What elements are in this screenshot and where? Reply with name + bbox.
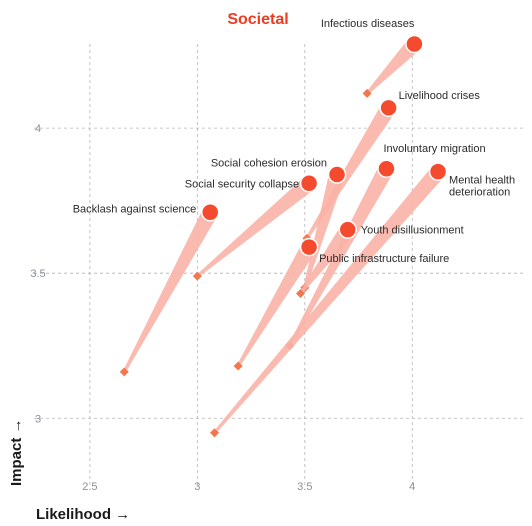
trail-3 <box>213 166 445 434</box>
x-tick-label: 3 <box>194 481 200 493</box>
y-tick-label: 3 <box>35 413 41 425</box>
start-marker-3 <box>210 428 220 438</box>
point-7 <box>338 220 358 239</box>
point-5 <box>299 174 319 193</box>
point-8 <box>299 237 319 257</box>
point-layer <box>200 34 448 257</box>
trail-6 <box>122 208 218 373</box>
point-0 <box>405 34 424 54</box>
trail-7 <box>299 224 355 295</box>
start-marker-0 <box>362 88 372 98</box>
y-tick-label: 4 <box>35 123 41 135</box>
tick-labels: 2.5 3 3.5 4 3 3.5 4 <box>30 123 415 493</box>
trail-5 <box>196 177 315 278</box>
trail-2 <box>288 164 394 347</box>
point-1 <box>379 98 398 118</box>
grid-lines <box>34 44 524 485</box>
point-label: Livelihood crises <box>399 90 481 102</box>
point-label: Public infrastructure failure <box>319 253 449 265</box>
trail-0 <box>366 38 421 95</box>
point-3 <box>428 162 448 181</box>
x-axis-title: Likelihood → <box>36 506 130 523</box>
point-label: Backlash against science <box>73 203 197 215</box>
start-marker-7 <box>295 289 305 299</box>
point-4 <box>327 165 347 184</box>
point-label: Youth disillusionment <box>361 225 464 237</box>
point-label: Mental health deterioration <box>449 175 515 199</box>
y-tick-label: 3.5 <box>30 268 45 280</box>
y-axis-title: Impact → <box>8 418 25 486</box>
x-tick-label: 4 <box>409 481 415 493</box>
point-labels: Infectious diseases Livelihood crises Invo… <box>73 18 515 265</box>
start-marker-5 <box>192 271 202 281</box>
point-label: Social cohesion erosion <box>211 158 327 170</box>
start-marker-8 <box>233 361 243 371</box>
trail-layer <box>119 38 445 438</box>
x-tick-label: 2.5 <box>82 481 97 493</box>
point-label: Involuntary migration <box>383 143 485 155</box>
point-label: Infectious diseases <box>321 18 415 30</box>
trail-8 <box>236 242 316 367</box>
x-tick-label: 3.5 <box>297 481 312 493</box>
point-label: Social security collapse <box>185 178 299 190</box>
point-2 <box>377 159 396 179</box>
start-marker-6 <box>119 367 129 377</box>
chart-title: Societal <box>227 11 288 28</box>
point-6 <box>200 203 220 222</box>
trail-4 <box>303 172 345 289</box>
